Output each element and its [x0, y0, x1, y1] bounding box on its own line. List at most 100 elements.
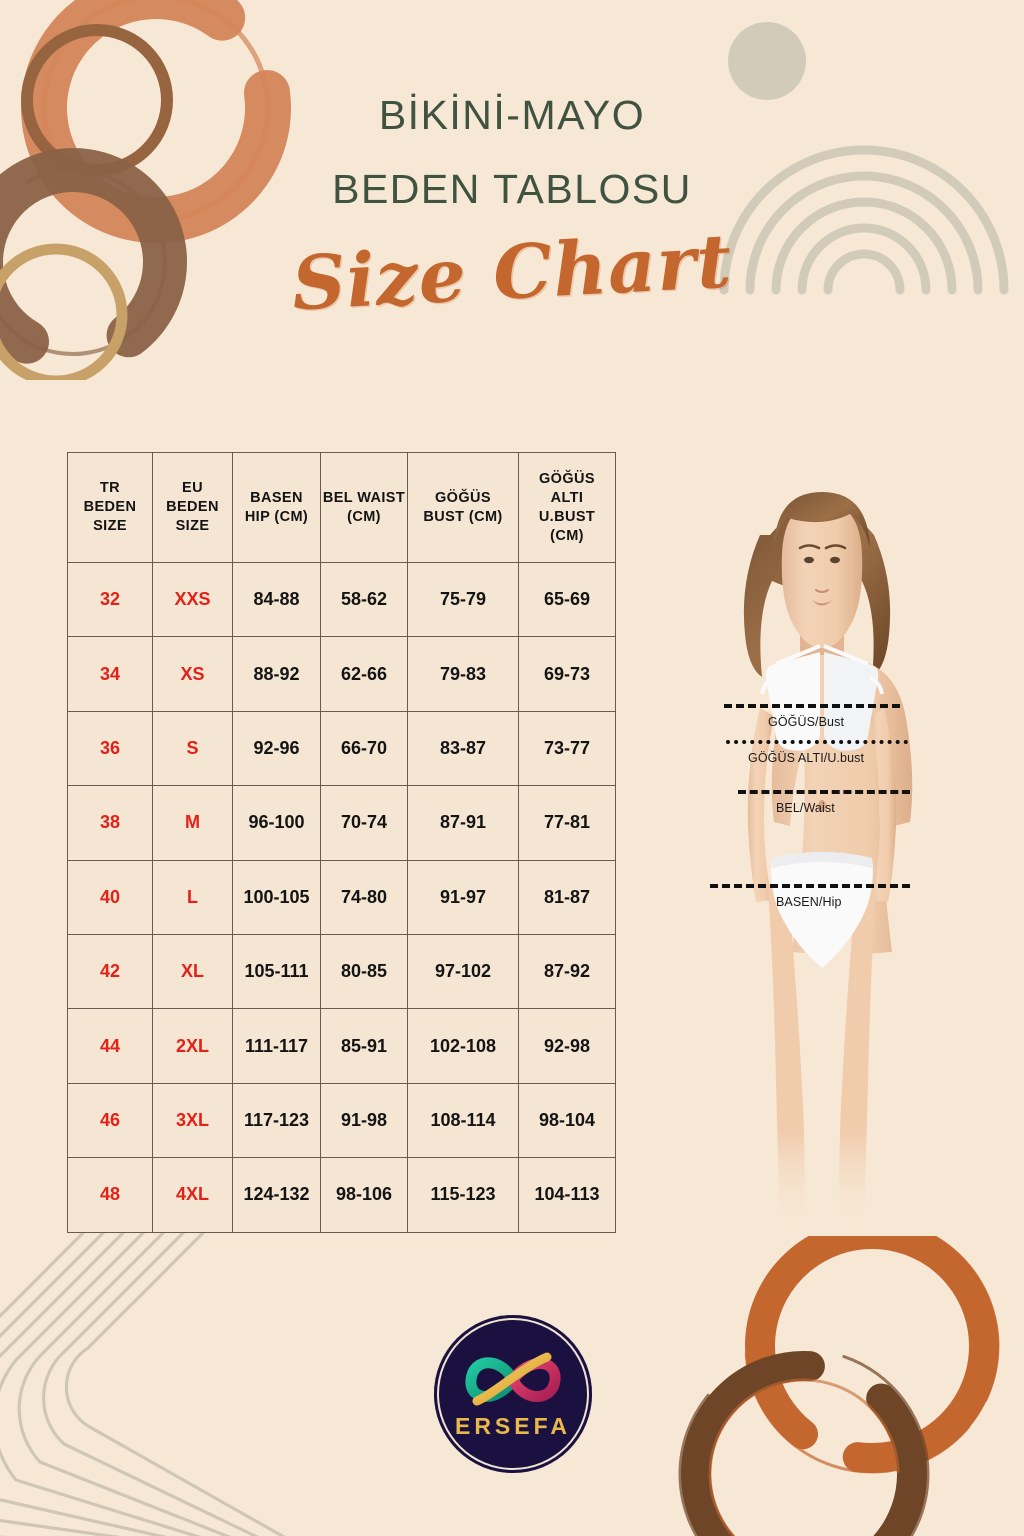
- cell-tr: 46: [67, 1082, 153, 1159]
- cell-waist: 74-80: [320, 859, 408, 935]
- header-cell-waist: BEL WAIST (CM): [320, 452, 408, 563]
- header-cell-tr: TR BEDEN SIZE: [67, 452, 153, 563]
- cell-waist: 58-62: [320, 561, 408, 638]
- header-text: BUST (CM): [423, 508, 503, 525]
- table-row: 36 S 92-96 66-70 83-87 73-77: [67, 710, 616, 787]
- cell-waist: 62-66: [320, 636, 408, 712]
- header-text: SIZE: [175, 518, 210, 534]
- cell-ubust: 73-77: [518, 710, 616, 787]
- cell-ubust: 69-73: [518, 636, 616, 712]
- waist-label: BEL/Waist: [776, 801, 835, 815]
- cell-bust: 97-102: [407, 933, 519, 1010]
- cell-ubust: 98-104: [518, 1082, 616, 1159]
- title-line-1: BİKİNİ-MAYO: [378, 92, 646, 138]
- model-figure: GÖĞÜS/Bust GÖĞÜS ALTI/U.bust BEL/Waist B…: [620, 440, 1024, 1240]
- poster-header: BİKİNİ-MAYO BEDEN TABLOSU Size Chart: [0, 78, 1024, 327]
- cell-tr: 34: [67, 636, 153, 712]
- cell-ubust: 104-113: [518, 1157, 616, 1233]
- cell-hip: 111-117: [232, 1008, 321, 1084]
- model-illustration: [743, 492, 913, 1236]
- cell-tr: 44: [67, 1008, 153, 1084]
- cell-tr: 42: [67, 933, 153, 1010]
- cell-bust: 115-123: [407, 1157, 519, 1233]
- cell-tr: 48: [67, 1157, 153, 1233]
- cell-hip: 105-111: [232, 933, 321, 1010]
- header-text: SIZE: [93, 518, 127, 534]
- table-row: 46 3XL 117-123 91-98 108-114 98-104: [67, 1082, 616, 1159]
- cell-bust: 87-91: [407, 785, 519, 861]
- cell-hip: 84-88: [232, 561, 321, 638]
- table-row: 32 XXS 84-88 58-62 75-79 65-69: [67, 561, 616, 638]
- cell-waist: 91-98: [320, 1082, 408, 1159]
- bust-label: GÖĞÜS/Bust: [768, 715, 845, 729]
- table-header-row: TR BEDEN SIZE EU BEDEN SIZE BASEN HIP (C…: [67, 452, 616, 563]
- cell-tr: 40: [67, 859, 153, 935]
- table-row: 40 L 100-105 74-80 91-97 81-87: [67, 859, 616, 935]
- cell-waist: 85-91: [320, 1008, 408, 1084]
- cell-eu: 2XL: [152, 1008, 233, 1084]
- underbust-guide-line: [726, 740, 908, 744]
- header-text: (CM): [550, 527, 584, 544]
- header-cell-bust: GÖĞÜS BUST (CM): [407, 452, 519, 563]
- table-row: 44 2XL 111-117 85-91 102-108 92-98: [67, 1008, 616, 1084]
- header-text: BEL WAIST: [322, 489, 406, 506]
- cell-hip: 100-105: [232, 859, 321, 935]
- cell-bust: 102-108: [407, 1008, 519, 1084]
- brand-logo: ERSEFA: [434, 1315, 592, 1473]
- cell-waist: 70-74: [320, 785, 408, 861]
- cell-bust: 91-97: [407, 859, 519, 935]
- decorative-brush-circles-bottomright: [678, 1236, 1000, 1536]
- header-text: BEDEN: [83, 499, 137, 515]
- header-text: EU: [182, 480, 203, 496]
- cell-tr: 36: [67, 710, 153, 787]
- cell-eu: L: [152, 859, 233, 935]
- cell-eu: S: [152, 710, 233, 787]
- cell-bust: 75-79: [407, 561, 519, 638]
- cell-hip: 88-92: [232, 636, 321, 712]
- header-cell-hip: BASEN HIP (CM): [232, 452, 321, 563]
- cell-eu: 3XL: [152, 1082, 233, 1159]
- table-row: 38 M 96-100 70-74 87-91 77-81: [67, 785, 616, 861]
- table-row: 34 XS 88-92 62-66 79-83 69-73: [67, 636, 616, 712]
- header-text: GÖĞÜS: [435, 489, 491, 506]
- table-body: 32 XXS 84-88 58-62 75-79 65-69 34 XS 88-92 62-66 7…: [67, 561, 616, 1233]
- header-text: TR: [99, 480, 121, 496]
- header-text: GÖĞÜS: [539, 470, 595, 487]
- header-text: ALTI: [550, 489, 584, 506]
- infinity-mark-icon: [465, 1352, 561, 1405]
- header-text: BASEN: [250, 489, 303, 506]
- cell-eu: 4XL: [152, 1157, 233, 1233]
- cell-waist: 66-70: [320, 710, 408, 787]
- cell-ubust: 65-69: [518, 561, 616, 638]
- table-row: 48 4XL 124-132 98-106 115-123 104-113: [67, 1157, 616, 1233]
- cell-waist: 98-106: [320, 1157, 408, 1233]
- cell-hip: 117-123: [232, 1082, 321, 1159]
- cell-eu: XL: [152, 933, 233, 1010]
- underbust-label: GÖĞÜS ALTI/U.bust: [748, 751, 865, 765]
- header-text: U.BUST: [538, 508, 596, 525]
- header-text: HIP (CM): [244, 508, 309, 525]
- cell-ubust: 92-98: [518, 1008, 616, 1084]
- title-line-2: BEDEN TABLOSU: [332, 166, 692, 212]
- size-chart-table: TR BEDEN SIZE EU BEDEN SIZE BASEN HIP (C…: [67, 452, 616, 1233]
- cell-waist: 80-85: [320, 933, 408, 1010]
- cell-eu: M: [152, 785, 233, 861]
- header-text: (CM): [347, 508, 381, 525]
- cell-ubust: 87-92: [518, 933, 616, 1010]
- cell-bust: 79-83: [407, 636, 519, 712]
- cell-tr: 32: [67, 561, 153, 638]
- cell-bust: 83-87: [407, 710, 519, 787]
- bust-guide-line: [724, 704, 900, 708]
- cell-hip: 96-100: [232, 785, 321, 861]
- table-row: 42 XL 105-111 80-85 97-102 87-92: [67, 933, 616, 1010]
- hip-label: BASEN/Hip: [776, 895, 842, 909]
- cell-eu: XXS: [152, 561, 233, 638]
- cell-ubust: 81-87: [518, 859, 616, 935]
- waist-guide-line: [738, 790, 910, 794]
- cell-bust: 108-114: [407, 1082, 519, 1159]
- cell-tr: 38: [67, 785, 153, 861]
- header-cell-eu: EU BEDEN SIZE: [152, 452, 233, 563]
- cell-eu: XS: [152, 636, 233, 712]
- header-cell-ubust: GÖĞÜS ALTI U.BUST (CM): [518, 452, 616, 563]
